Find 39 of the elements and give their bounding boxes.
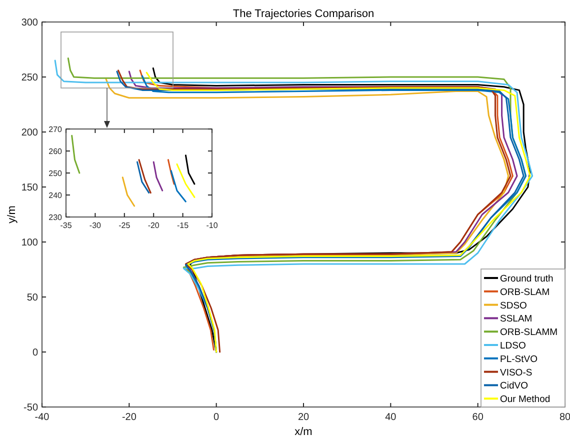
legend-label: VISO-S (500, 367, 532, 378)
legend-label: Our Method (500, 394, 550, 406)
legend-label: ORB-SLAM (500, 286, 550, 298)
x-tick-label: 60 (472, 412, 484, 423)
y-tick-label: 230 (48, 212, 63, 222)
x-tick-label: -30 (89, 221, 102, 230)
x-axis-title: x/m (294, 426, 312, 438)
y-tick-label: 240 (48, 190, 63, 200)
legend-label: PL-StVO (500, 354, 538, 365)
y-tick-label: 270 (48, 124, 63, 134)
x-tick-label: -35 (60, 221, 72, 230)
x-tick-label: -25 (118, 221, 131, 230)
y-tick-label: 50 (26, 292, 38, 304)
y-axis-title: y/m (6, 206, 18, 224)
legend-label: ORB-SLAMM (500, 327, 558, 338)
y-tick-label: 300 (21, 18, 38, 28)
x-tick-label: -40 (34, 412, 50, 423)
y-tick-label: 250 (48, 168, 63, 178)
x-tick-label: 40 (385, 412, 397, 423)
legend-label: CidVO (500, 380, 528, 392)
x-tick-label: -10 (206, 221, 218, 230)
legend-label: Ground truth (500, 274, 554, 284)
chart-title: The Trajectories Comparison (232, 8, 374, 20)
y-tick-label: 200 (21, 128, 38, 138)
y-tick-label: 100 (21, 238, 38, 248)
y-tick-label: 150 (21, 182, 38, 194)
y-tick-label: -50 (24, 402, 38, 414)
y-tick-label: 0 (32, 348, 38, 358)
legend-label: SSLAM (500, 314, 532, 325)
x-tick-label: -15 (177, 221, 190, 230)
y-tick-label: 250 (21, 72, 38, 84)
legend-label: SDSO (500, 300, 527, 312)
y-tick-label: 260 (48, 146, 63, 156)
x-tick-label: -20 (148, 221, 160, 230)
x-tick-label: 80 (559, 412, 570, 423)
x-tick-label: 0 (214, 412, 220, 423)
x-tick-label: 20 (298, 412, 310, 423)
x-tick-label: -20 (122, 412, 137, 423)
legend-label: LDSO (500, 340, 526, 352)
